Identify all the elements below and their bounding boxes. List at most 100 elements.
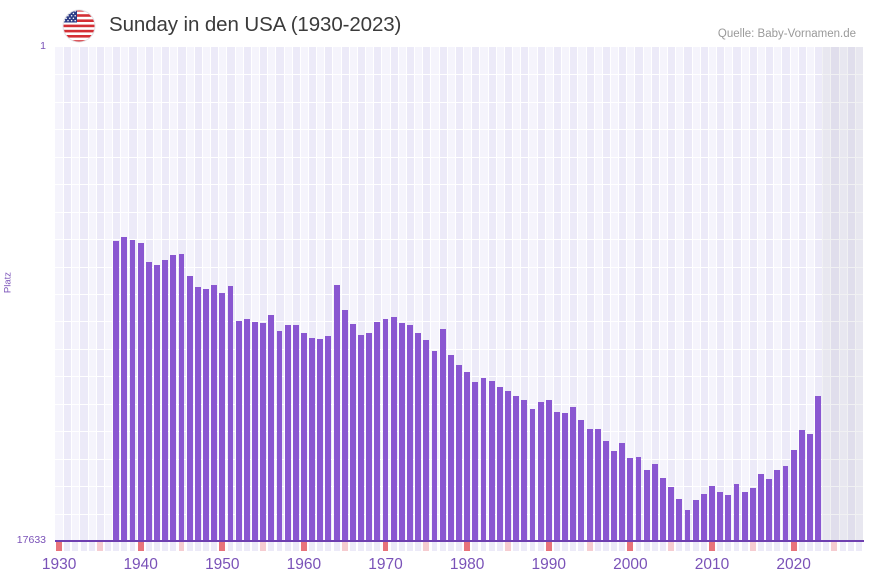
bar[interactable] (668, 486, 675, 541)
bar[interactable] (627, 458, 634, 541)
bar[interactable] (186, 276, 193, 541)
bar[interactable] (586, 428, 593, 541)
bar[interactable] (766, 479, 773, 541)
bar[interactable] (725, 495, 732, 541)
bar[interactable] (651, 464, 658, 541)
bar[interactable] (398, 322, 405, 541)
bar[interactable] (325, 335, 332, 541)
bar[interactable] (676, 498, 683, 541)
bar[interactable] (374, 322, 381, 541)
bar[interactable] (227, 285, 234, 541)
bar[interactable] (366, 333, 373, 541)
bar[interactable] (276, 331, 283, 541)
bar[interactable] (121, 236, 128, 541)
bar[interactable] (496, 386, 503, 541)
bar[interactable] (545, 400, 552, 541)
bar[interactable] (252, 321, 258, 541)
bar[interactable] (390, 316, 397, 541)
gridline-horizontal (55, 74, 863, 75)
bar[interactable] (790, 449, 797, 541)
bar[interactable] (513, 396, 520, 541)
gridline-horizontal (55, 184, 863, 185)
bar[interactable] (554, 412, 560, 541)
bar[interactable] (717, 491, 724, 541)
bar[interactable] (578, 419, 585, 541)
bar[interactable] (562, 412, 569, 541)
bar[interactable] (300, 333, 307, 541)
x-axis-label: 2000 (613, 556, 648, 573)
bar[interactable] (782, 466, 789, 541)
bar[interactable] (333, 285, 340, 541)
bar[interactable] (619, 443, 626, 541)
bar[interactable] (268, 314, 275, 541)
x-axis-tick (847, 542, 854, 551)
x-axis-tick (513, 542, 520, 551)
bar[interactable] (643, 470, 650, 541)
bar[interactable] (423, 339, 430, 541)
bar[interactable] (602, 441, 609, 541)
bar[interactable] (284, 324, 291, 541)
bar[interactable] (178, 254, 185, 541)
bar[interactable] (758, 473, 764, 541)
bar[interactable] (154, 264, 160, 541)
gridline-horizontal (55, 239, 863, 240)
bar[interactable] (505, 391, 511, 541)
bar[interactable] (203, 289, 209, 541)
bar[interactable] (317, 338, 324, 541)
bar[interactable] (464, 371, 471, 541)
bar[interactable] (798, 430, 805, 541)
bar[interactable] (529, 409, 536, 541)
bar[interactable] (349, 324, 356, 541)
bar[interactable] (741, 491, 748, 541)
bar[interactable] (211, 285, 218, 541)
bar[interactable] (260, 322, 267, 541)
bar[interactable] (660, 477, 666, 541)
bar[interactable] (570, 407, 577, 541)
bar[interactable] (439, 328, 446, 541)
bar[interactable] (341, 309, 348, 541)
bar[interactable] (709, 485, 715, 541)
bar[interactable] (815, 395, 822, 541)
bar[interactable] (358, 335, 364, 541)
x-axis-tick (472, 542, 479, 551)
bar[interactable] (137, 242, 144, 541)
bar[interactable] (692, 500, 699, 541)
bar[interactable] (749, 488, 756, 541)
bar[interactable] (521, 400, 528, 541)
bar[interactable] (472, 381, 479, 541)
bar[interactable] (235, 320, 242, 541)
bar[interactable] (162, 259, 169, 541)
bar[interactable] (594, 428, 601, 541)
x-axis-tick (725, 542, 732, 551)
gridline-vertical (528, 47, 529, 541)
bar[interactable] (292, 325, 299, 541)
bar[interactable] (447, 355, 454, 541)
bar[interactable] (431, 350, 438, 541)
bar[interactable] (488, 381, 495, 541)
x-axis-tick (537, 542, 544, 551)
bar[interactable] (129, 240, 136, 541)
bar[interactable] (774, 470, 781, 541)
bar[interactable] (480, 378, 487, 541)
gridline-vertical (847, 47, 848, 541)
bar[interactable] (407, 324, 413, 541)
bar[interactable] (684, 509, 691, 541)
bar[interactable] (243, 318, 250, 541)
bar[interactable] (807, 433, 813, 541)
bar[interactable] (700, 494, 707, 541)
bar[interactable] (145, 261, 152, 541)
bar[interactable] (309, 338, 316, 541)
bar[interactable] (113, 240, 120, 541)
bar[interactable] (170, 254, 177, 541)
bar[interactable] (382, 318, 389, 541)
x-axis-tick-minor (260, 542, 267, 551)
bar[interactable] (219, 293, 226, 541)
bar[interactable] (194, 287, 201, 541)
bar[interactable] (415, 333, 422, 541)
bar[interactable] (733, 484, 740, 541)
x-axis-tick (113, 542, 120, 551)
bar[interactable] (456, 364, 462, 541)
bar[interactable] (635, 457, 642, 541)
bar[interactable] (611, 451, 617, 541)
bar[interactable] (537, 401, 544, 541)
